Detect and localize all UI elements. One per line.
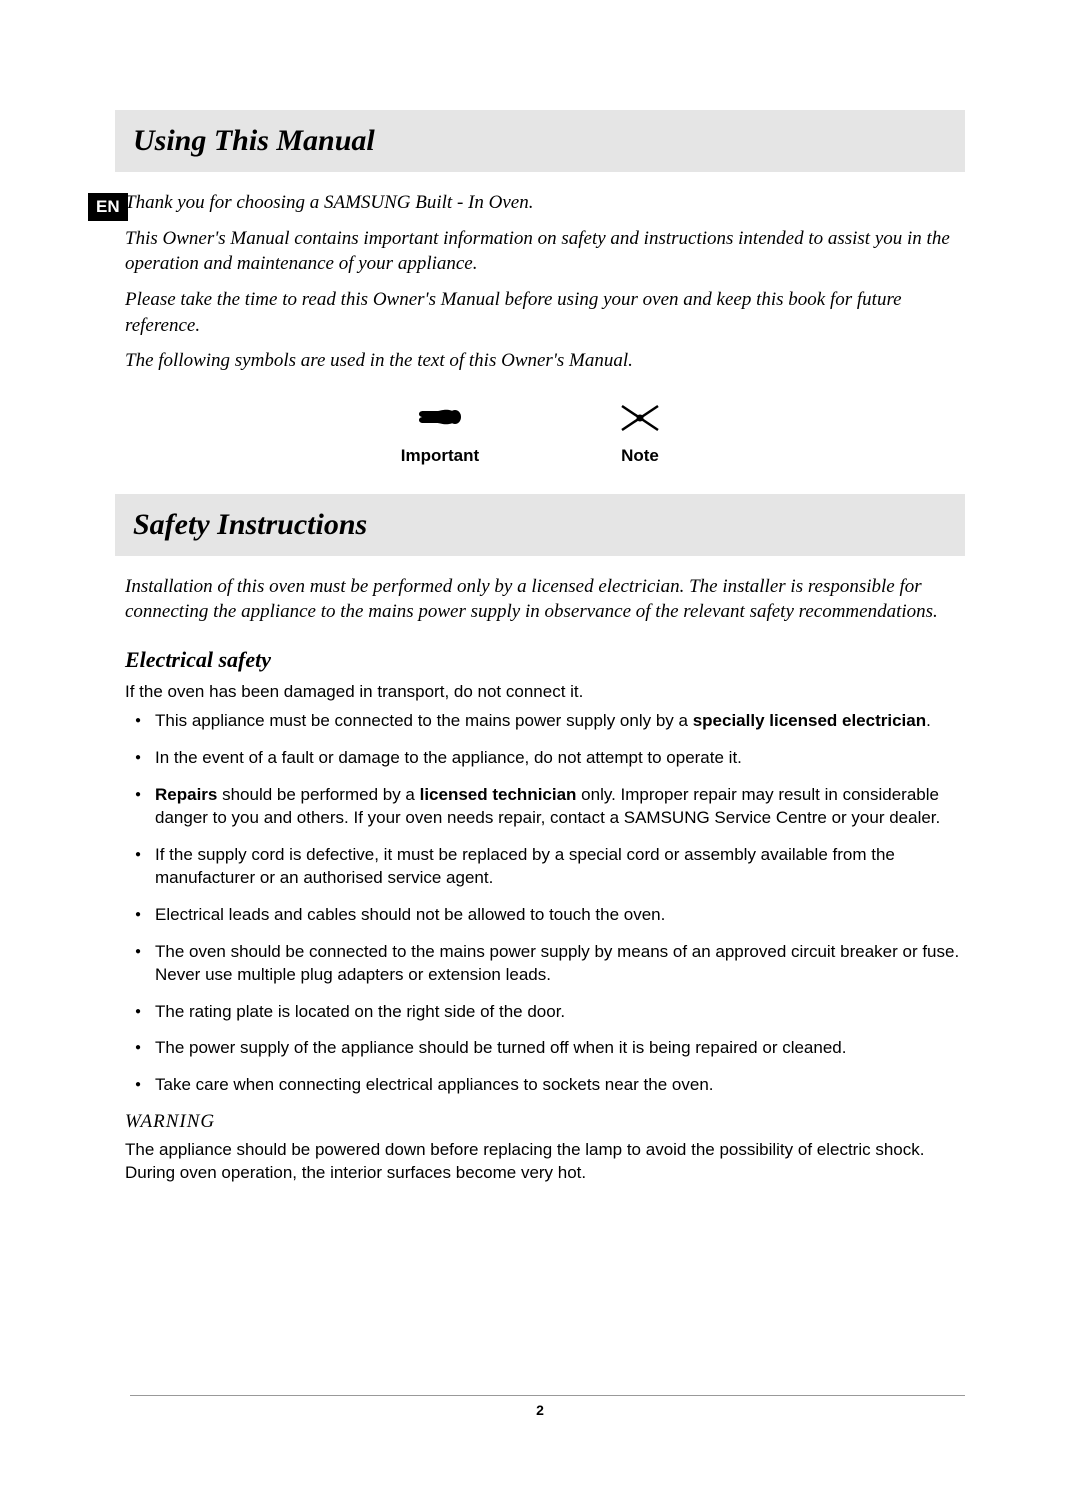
list-item: Take care when connecting electrical app… <box>125 1074 965 1097</box>
intro-line: Please take the time to read this Owner'… <box>125 287 965 338</box>
list-item: In the event of a fault or damage to the… <box>125 747 965 770</box>
symbol-label: Note <box>595 446 685 466</box>
language-badge: EN <box>88 193 128 221</box>
lead-text: If the oven has been damaged in transpor… <box>125 681 965 704</box>
hand-pointing-icon <box>395 398 485 438</box>
list-item: The oven should be connected to the main… <box>125 941 965 987</box>
symbols-row: Important Note <box>115 398 965 466</box>
warning-text: The appliance should be powered down bef… <box>125 1139 965 1185</box>
footer-rule <box>130 1395 965 1396</box>
warning-line: The appliance should be powered down bef… <box>125 1139 965 1185</box>
intro-line: Thank you for choosing a SAMSUNG Built -… <box>125 190 965 216</box>
subheading-electrical: Electrical safety <box>125 647 965 673</box>
intro-line: This Owner's Manual contains important i… <box>125 226 965 277</box>
safety-intro: Installation of this oven must be perfor… <box>125 574 965 625</box>
lead-line: If the oven has been damaged in transpor… <box>125 681 965 704</box>
list-item: Electrical leads and cables should not b… <box>125 904 965 927</box>
list-item: The power supply of the appliance should… <box>125 1037 965 1060</box>
list-item: Repairs should be performed by a license… <box>125 784 965 830</box>
symbol-label: Important <box>395 446 485 466</box>
section-header-using-manual: Using This Manual <box>115 110 965 172</box>
intro-line: The following symbols are used in the te… <box>125 348 965 374</box>
symbol-important: Important <box>395 398 485 466</box>
list-item: This appliance must be connected to the … <box>125 710 965 733</box>
section-header-safety: Safety Instructions <box>115 494 965 556</box>
symbol-note: Note <box>595 398 685 466</box>
envelope-icon <box>595 398 685 438</box>
page: EN Using This Manual Thank you for choos… <box>0 0 1080 1486</box>
list-item: The rating plate is located on the right… <box>125 1001 965 1024</box>
list-item: If the supply cord is defective, it must… <box>125 844 965 890</box>
intro-block: Thank you for choosing a SAMSUNG Built -… <box>125 190 965 374</box>
warning-label: WARNING <box>125 1111 965 1133</box>
bullet-list: This appliance must be connected to the … <box>125 710 965 1097</box>
page-number: 2 <box>0 1402 1080 1418</box>
